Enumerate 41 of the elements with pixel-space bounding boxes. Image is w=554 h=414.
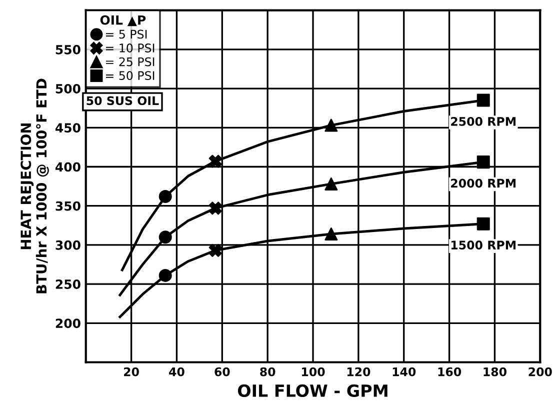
series-label: 2500 RPM [451, 117, 516, 126]
point [476, 217, 490, 230]
y-tick-label: 450 [55, 123, 80, 133]
point [208, 154, 222, 168]
point [208, 202, 222, 215]
legend-label: = 50 PSI [106, 71, 154, 80]
x-tick-label: 100 [302, 367, 325, 376]
x-tick-label: 120 [347, 367, 370, 376]
x-tick-label: 180 [484, 367, 506, 376]
point [158, 268, 172, 282]
y-tick-label: 250 [56, 280, 80, 289]
point [476, 94, 490, 107]
x-tick-label: 20 [124, 367, 139, 376]
x-tick-label: 160 [438, 367, 462, 376]
point [476, 156, 490, 169]
point [324, 227, 338, 241]
point [208, 244, 222, 257]
legend-label: = 10 PSI [106, 44, 154, 52]
x-tick-label: 140 [392, 367, 416, 376]
legend-label: = 5 PSI [106, 30, 147, 39]
x-axis-title: OIL FLOW - GPM [238, 384, 388, 397]
y-tick-label: 550 [56, 44, 80, 54]
y-axis-title: HEAT REJECTION BTU/hr X 1000 @ 100°F ETD [20, 78, 49, 294]
annotation: 50 SUS OIL [86, 96, 159, 106]
point [324, 177, 338, 190]
y-tick-label: 200 [56, 318, 80, 328]
series-label: 2000 RPM [451, 178, 516, 188]
x-tick-label: 80 [260, 367, 276, 376]
y-tick-label: 350 [56, 201, 80, 211]
x-tick-label: 40 [169, 367, 184, 376]
point [158, 230, 172, 244]
x-tick-label: 200 [528, 367, 552, 376]
legend-label: = 25 PSI [106, 57, 154, 66]
y-tick-label: 400 [55, 162, 80, 172]
series-label: 1500 RPM [451, 240, 516, 250]
point [324, 118, 338, 132]
point [158, 190, 172, 203]
x-tick-label: 60 [214, 367, 230, 376]
legend-title: OIL ▲P [100, 15, 146, 26]
y-tick-label: 500 [56, 84, 80, 94]
y-tick-label: 300 [56, 240, 80, 250]
